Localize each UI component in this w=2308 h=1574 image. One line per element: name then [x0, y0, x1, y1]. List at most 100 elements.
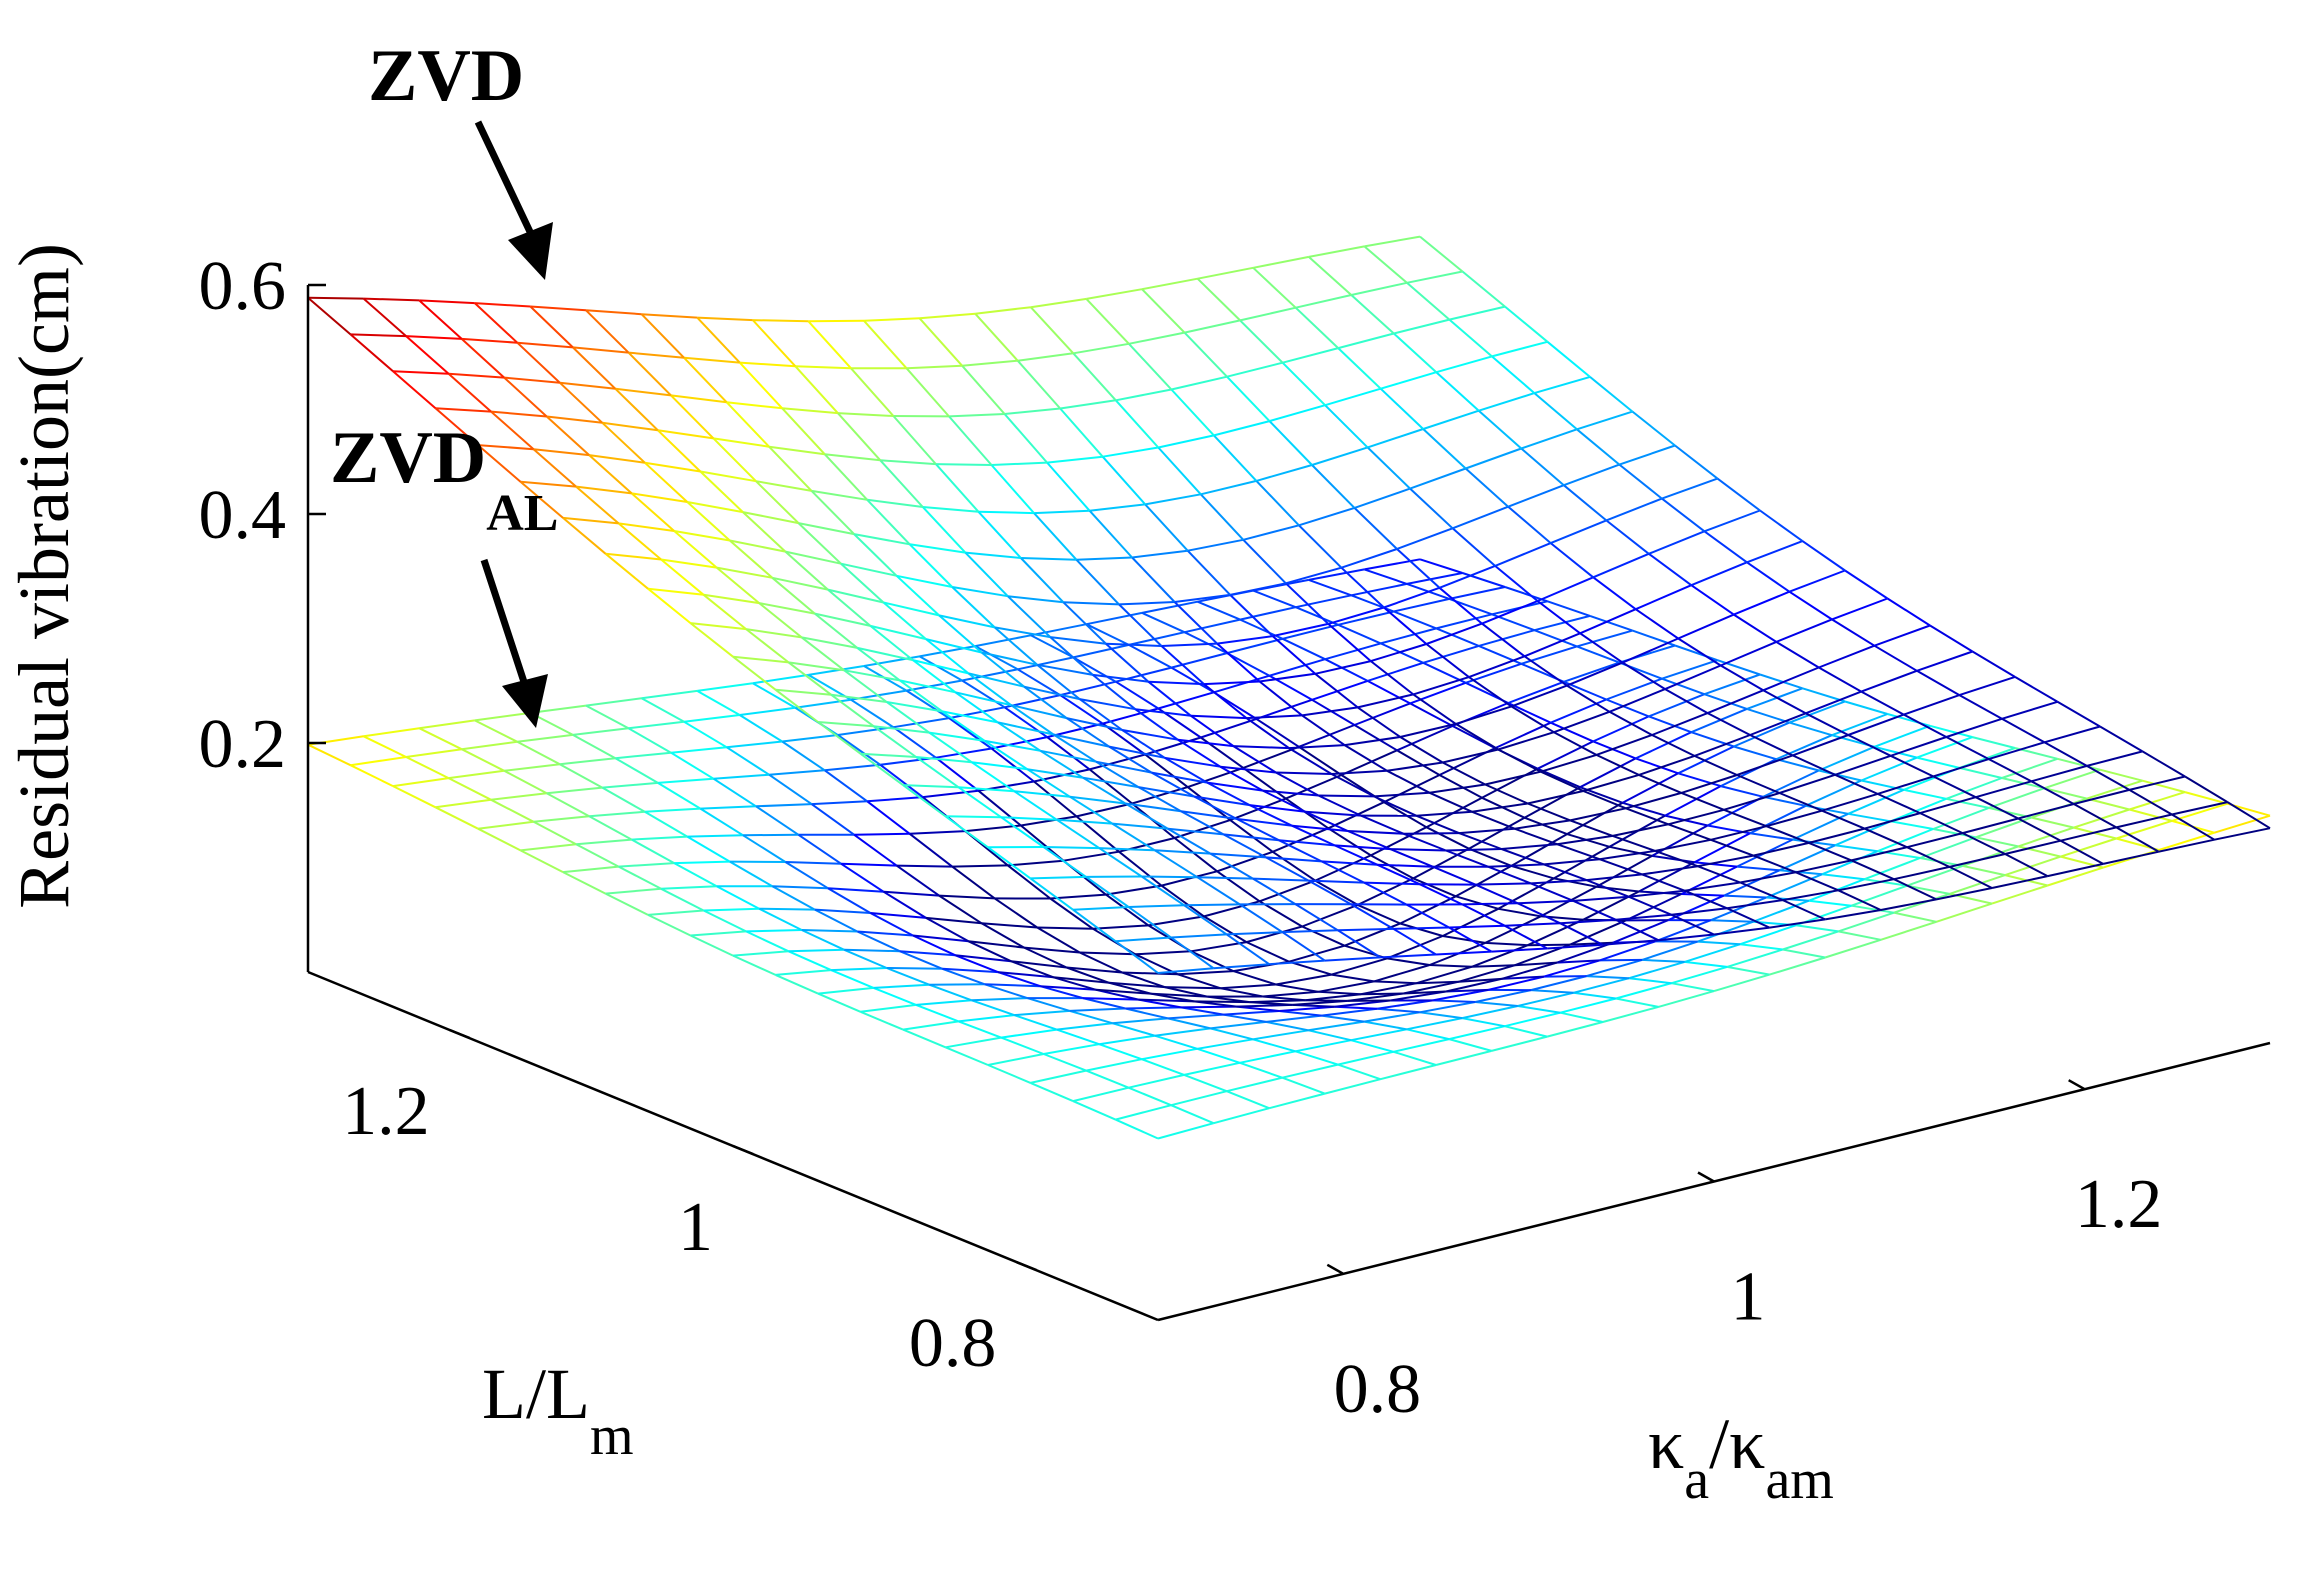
mesh-segment: [768, 445, 825, 456]
mesh-segment: [1648, 693, 1705, 718]
mesh-segment: [814, 612, 858, 649]
mesh-segment: [1779, 773, 1836, 794]
mesh-segment: [448, 372, 505, 379]
mesh-segment: [827, 887, 884, 893]
mesh-segment: [1694, 734, 1751, 757]
mesh-segment: [1481, 622, 1526, 658]
mesh-segment: [530, 305, 587, 312]
mesh-segment: [2030, 780, 2075, 805]
mesh-segment: [1190, 714, 1247, 720]
mesh-segment: [1183, 1073, 1228, 1093]
mesh-segment: [474, 302, 518, 344]
mesh-segment: [1569, 807, 1627, 822]
mesh-segment: [925, 917, 969, 943]
mesh-segment: [752, 673, 809, 685]
mesh-segment: [700, 470, 757, 483]
mesh-segment: [1831, 597, 1888, 621]
mesh-segment: [1003, 413, 1048, 464]
mesh-segment: [1893, 892, 1950, 914]
mesh-segment: [1304, 810, 1349, 832]
mesh-segment: [1344, 744, 1388, 772]
mesh-segment: [1514, 819, 1571, 830]
mesh-segment: [1569, 919, 1627, 946]
mesh-segment: [1559, 922, 1604, 946]
mesh-segment: [1098, 1043, 1143, 1061]
mesh-segment: [886, 967, 930, 986]
mesh-segment: [2004, 855, 2062, 877]
mesh-segment: [857, 930, 913, 937]
x-tick-mark: [1326, 1263, 1344, 1275]
z-tick-label: 0.6: [199, 248, 287, 325]
mesh-segment: [1298, 524, 1343, 569]
mesh-segment: [1510, 833, 1568, 867]
mesh-segment: [1059, 694, 1104, 725]
mesh-segment: [1396, 548, 1441, 589]
mesh-segment: [843, 948, 888, 969]
mesh-segment: [1988, 787, 2045, 809]
mesh-segment: [504, 376, 560, 384]
mesh-segment: [1445, 849, 1489, 868]
mesh-segment: [1347, 830, 1391, 851]
mesh-segment: [974, 645, 1019, 671]
mesh-segment: [1491, 355, 1536, 394]
mesh-segment: [997, 721, 1054, 736]
mesh-segment: [908, 543, 953, 588]
mesh-segment: [435, 806, 479, 830]
mesh-segment: [1024, 946, 1080, 954]
mesh-segment: [657, 777, 714, 784]
mesh-segment: [631, 835, 688, 841]
mesh-segment: [1010, 704, 1055, 736]
mesh-segment: [1504, 1011, 1561, 1028]
mesh-segment: [746, 929, 802, 933]
mesh-segment: [647, 587, 692, 624]
mesh-segment: [1337, 1050, 1394, 1066]
mesh-segment: [1279, 1005, 1335, 1012]
mesh-segment: [729, 539, 773, 579]
mesh-segment: [952, 864, 1008, 868]
mesh-segment: [1128, 631, 1185, 646]
zvd-al-label-main: ZVD: [330, 417, 486, 499]
mesh-segment: [1501, 848, 1545, 866]
mesh-segment: [1612, 834, 1656, 852]
mesh-segment: [657, 429, 702, 473]
mesh-segment: [1246, 925, 1303, 944]
mesh-segment: [1468, 816, 1525, 850]
mesh-segment: [1243, 524, 1300, 541]
mesh-segment: [1357, 693, 1414, 709]
mesh-segment: [1037, 663, 1093, 676]
mesh-segment: [1203, 683, 1248, 719]
mesh-segment: [1308, 578, 1352, 597]
mesh-segment: [1376, 863, 1421, 886]
mesh-segment: [644, 461, 688, 503]
mesh-segment: [1272, 622, 1329, 638]
mesh-segment: [1622, 637, 1679, 664]
mesh-segment: [935, 747, 992, 759]
mesh-segment: [1406, 572, 1463, 585]
mesh-segment: [1138, 786, 1195, 798]
mesh-segment: [1357, 903, 1401, 925]
mesh-segment: [1409, 467, 1467, 490]
mesh-segment: [1158, 434, 1215, 449]
mesh-segment: [1318, 990, 1361, 996]
mesh-segment: [1536, 600, 1581, 635]
mesh-segment: [1030, 306, 1075, 354]
mesh-segment: [1864, 857, 1921, 881]
mesh-segment: [1932, 775, 1977, 799]
mesh-segment: [477, 444, 522, 483]
mesh-segment: [1550, 542, 1594, 579]
mesh-segment: [1386, 935, 1444, 960]
mesh-segment: [1210, 1027, 1254, 1041]
mesh-segment: [1403, 832, 1447, 852]
mesh-segment: [909, 543, 966, 554]
mesh-segment: [886, 701, 943, 713]
mesh-segment: [716, 566, 773, 579]
mesh-segment: [1072, 352, 1117, 401]
mesh-segment: [899, 950, 943, 970]
mesh-segment: [856, 647, 901, 682]
mesh-segment: [1618, 463, 1663, 500]
mesh-segment: [1432, 999, 1476, 1003]
mesh-segment: [1788, 590, 1833, 621]
mesh-segment: [712, 777, 757, 808]
mesh-segment: [1717, 659, 1761, 676]
mesh-segment: [700, 805, 757, 810]
